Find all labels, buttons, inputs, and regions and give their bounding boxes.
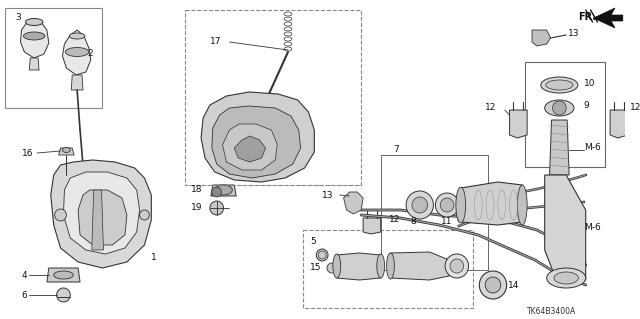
Circle shape bbox=[435, 193, 459, 217]
Circle shape bbox=[406, 191, 433, 219]
Bar bbox=[5, 8, 102, 108]
Ellipse shape bbox=[547, 268, 586, 288]
Text: 8: 8 bbox=[410, 218, 416, 226]
Text: 10: 10 bbox=[584, 78, 595, 87]
Polygon shape bbox=[59, 148, 74, 155]
Polygon shape bbox=[223, 124, 277, 170]
Circle shape bbox=[445, 254, 468, 278]
Text: 12: 12 bbox=[485, 103, 497, 113]
Text: 12: 12 bbox=[388, 216, 400, 225]
Bar bbox=[525, 62, 605, 167]
Text: 6: 6 bbox=[22, 291, 28, 300]
Polygon shape bbox=[212, 106, 301, 178]
Ellipse shape bbox=[26, 19, 43, 26]
Ellipse shape bbox=[456, 187, 466, 223]
Circle shape bbox=[479, 271, 507, 299]
Text: M-6: M-6 bbox=[584, 144, 600, 152]
Polygon shape bbox=[29, 58, 39, 70]
Ellipse shape bbox=[546, 80, 573, 90]
Text: M-6: M-6 bbox=[584, 224, 600, 233]
Ellipse shape bbox=[545, 100, 574, 116]
Ellipse shape bbox=[333, 254, 340, 278]
Polygon shape bbox=[211, 185, 236, 196]
Polygon shape bbox=[363, 218, 381, 234]
Circle shape bbox=[212, 187, 221, 197]
Ellipse shape bbox=[387, 253, 394, 279]
Polygon shape bbox=[78, 190, 127, 245]
Ellipse shape bbox=[69, 33, 85, 39]
Polygon shape bbox=[461, 182, 522, 225]
Polygon shape bbox=[201, 92, 314, 182]
Text: 17: 17 bbox=[210, 38, 221, 47]
Text: 4: 4 bbox=[22, 271, 27, 279]
Ellipse shape bbox=[554, 272, 579, 284]
Circle shape bbox=[140, 210, 149, 220]
Polygon shape bbox=[532, 30, 550, 46]
Circle shape bbox=[450, 259, 464, 273]
Circle shape bbox=[316, 249, 328, 261]
Text: 2: 2 bbox=[88, 49, 93, 58]
Text: 1: 1 bbox=[151, 254, 157, 263]
Circle shape bbox=[552, 101, 566, 115]
Circle shape bbox=[56, 288, 70, 302]
Bar bbox=[381, 155, 488, 270]
Circle shape bbox=[327, 263, 337, 273]
Polygon shape bbox=[337, 253, 381, 280]
Polygon shape bbox=[234, 136, 266, 162]
Text: 15: 15 bbox=[310, 263, 322, 272]
Text: 16: 16 bbox=[22, 149, 33, 158]
Polygon shape bbox=[509, 110, 527, 138]
Circle shape bbox=[210, 201, 223, 215]
Circle shape bbox=[485, 277, 500, 293]
Bar bbox=[303, 230, 474, 308]
Polygon shape bbox=[344, 192, 363, 214]
Circle shape bbox=[54, 209, 67, 221]
Text: TK64B3400A: TK64B3400A bbox=[527, 308, 577, 316]
Polygon shape bbox=[51, 160, 151, 268]
Text: 13: 13 bbox=[568, 29, 580, 39]
Ellipse shape bbox=[63, 147, 70, 152]
Ellipse shape bbox=[541, 77, 578, 93]
Polygon shape bbox=[550, 120, 569, 175]
Polygon shape bbox=[63, 172, 140, 254]
Text: FR.: FR. bbox=[578, 12, 596, 22]
Ellipse shape bbox=[215, 185, 232, 195]
Text: 14: 14 bbox=[508, 280, 519, 290]
Ellipse shape bbox=[54, 271, 73, 279]
Text: 3: 3 bbox=[15, 13, 21, 23]
Text: 11: 11 bbox=[441, 218, 452, 226]
Ellipse shape bbox=[517, 185, 527, 225]
Ellipse shape bbox=[24, 32, 45, 40]
Text: 18: 18 bbox=[191, 186, 203, 195]
Polygon shape bbox=[20, 19, 49, 58]
Text: 7: 7 bbox=[394, 145, 399, 154]
Ellipse shape bbox=[377, 254, 385, 278]
Polygon shape bbox=[545, 175, 586, 285]
Polygon shape bbox=[71, 75, 83, 90]
Polygon shape bbox=[63, 30, 91, 75]
Text: 13: 13 bbox=[322, 190, 333, 199]
Polygon shape bbox=[593, 8, 623, 28]
Ellipse shape bbox=[65, 48, 89, 56]
Polygon shape bbox=[610, 110, 628, 138]
Text: 9: 9 bbox=[584, 101, 589, 110]
Circle shape bbox=[440, 198, 454, 212]
Text: 12: 12 bbox=[630, 103, 640, 113]
Bar bbox=[186, 10, 361, 185]
Polygon shape bbox=[47, 268, 80, 282]
Text: 5: 5 bbox=[310, 238, 316, 247]
Circle shape bbox=[412, 197, 428, 213]
Polygon shape bbox=[390, 252, 449, 280]
Polygon shape bbox=[92, 190, 104, 250]
Text: 19: 19 bbox=[191, 204, 203, 212]
